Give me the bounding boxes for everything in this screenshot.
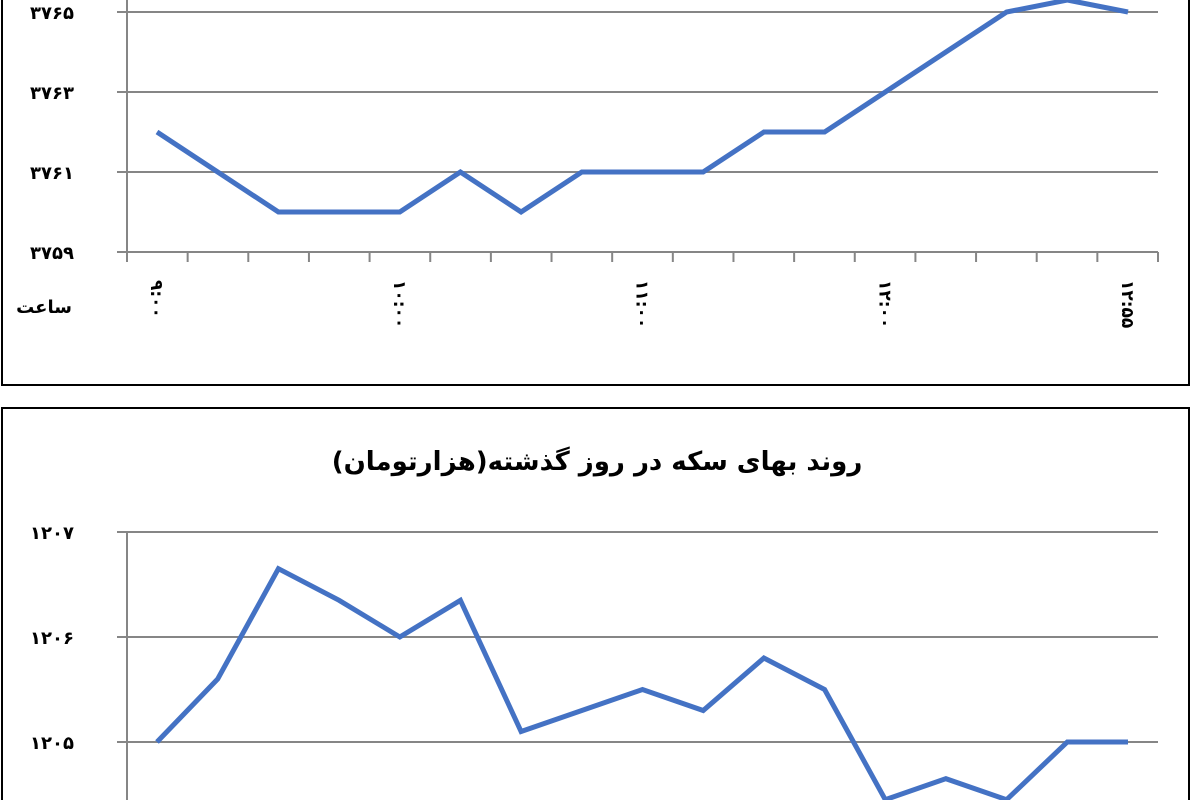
chart-2-y-tick-labels: ۱۲۰۷ ۱۲۰۶ ۱۲۰۵: [30, 523, 127, 754]
chart-1-y-tick-label: ۳۷۶۱: [30, 163, 74, 184]
chart-1-x-tick-label: ۹:۰۰: [146, 280, 166, 318]
chart-2-gridlines: [127, 531, 1158, 743]
chart-1-x-tick-label: ۱۲:۰۰: [874, 280, 894, 328]
chart-2-y-tick-label: ۱۲۰۷: [30, 523, 74, 544]
chart-1-frame: [1, 0, 1190, 386]
chart-2-y-tick-label: ۱۲۰۵: [30, 733, 74, 754]
chart-2-frame: [1, 407, 1190, 800]
chart-1-y-tick-label: ۳۷۶۵: [30, 3, 74, 24]
chart-1-x-tick-labels: ۹:۰۰ ۱۰:۰۰ ۱۱:۰۰ ۱۲:۰۰ ۱۲:۵۵: [146, 280, 1137, 328]
chart-2-series-line: [155, 565, 1128, 800]
chart-1-x-axis-title: ساعت: [16, 297, 72, 318]
chart-1-series-line: [155, 0, 1129, 215]
chart-1-y-tick-label: ۳۷۶۳: [30, 83, 74, 104]
chart-1-y-tick-label: ۳۷۵۹: [30, 243, 74, 264]
chart-2-series: [155, 565, 1128, 800]
chart-1: ۳۷۶۵ ۳۷۶۳ ۳۷۶۱ ۳۷۵۹ ۹:۰۰ ۱۰:۰۰ ۱۱:۰۰ ۱۲:۰۰ ۱۲:۵…: [1, 0, 1190, 386]
chart-1-x-tick-label: ۱۱:۰۰: [632, 280, 652, 328]
chart-1-x-axis: [126, 0, 1159, 262]
chart-1-y-tick-labels: ۳۷۶۵ ۳۷۶۳ ۳۷۶۱ ۳۷۵۹: [30, 3, 127, 264]
chart-1-x-tick-label: ۱۲:۵۵: [1117, 280, 1137, 328]
chart-1-x-tick-label: ۱۰:۰۰: [389, 280, 409, 328]
chart-2-title: روند بهای سکه در روز گذشته(هزارتومان): [332, 446, 863, 477]
chart-1-series: [155, 0, 1129, 215]
chart-2-y-tick-label: ۱۲۰۶: [30, 628, 74, 649]
chart-2: روند بهای سکه در روز گذشته(هزارتومان) ۱۲…: [1, 407, 1190, 800]
